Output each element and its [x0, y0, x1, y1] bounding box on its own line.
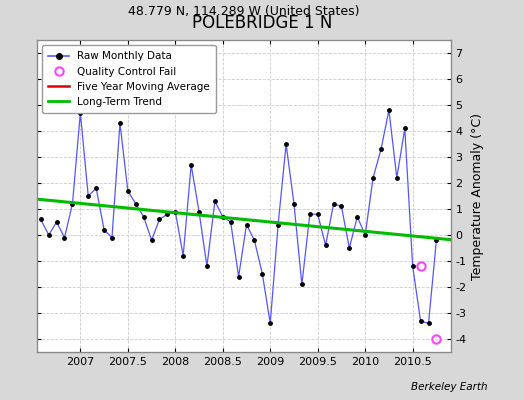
Y-axis label: Temperature Anomaly (°C): Temperature Anomaly (°C): [471, 112, 484, 280]
Title: 48.779 N, 114.289 W (United States): 48.779 N, 114.289 W (United States): [128, 5, 359, 18]
Text: Berkeley Earth: Berkeley Earth: [411, 382, 487, 392]
Text: POLEBRIDGE 1 N: POLEBRIDGE 1 N: [192, 14, 332, 32]
Legend: Raw Monthly Data, Quality Control Fail, Five Year Moving Average, Long-Term Tren: Raw Monthly Data, Quality Control Fail, …: [42, 45, 216, 113]
